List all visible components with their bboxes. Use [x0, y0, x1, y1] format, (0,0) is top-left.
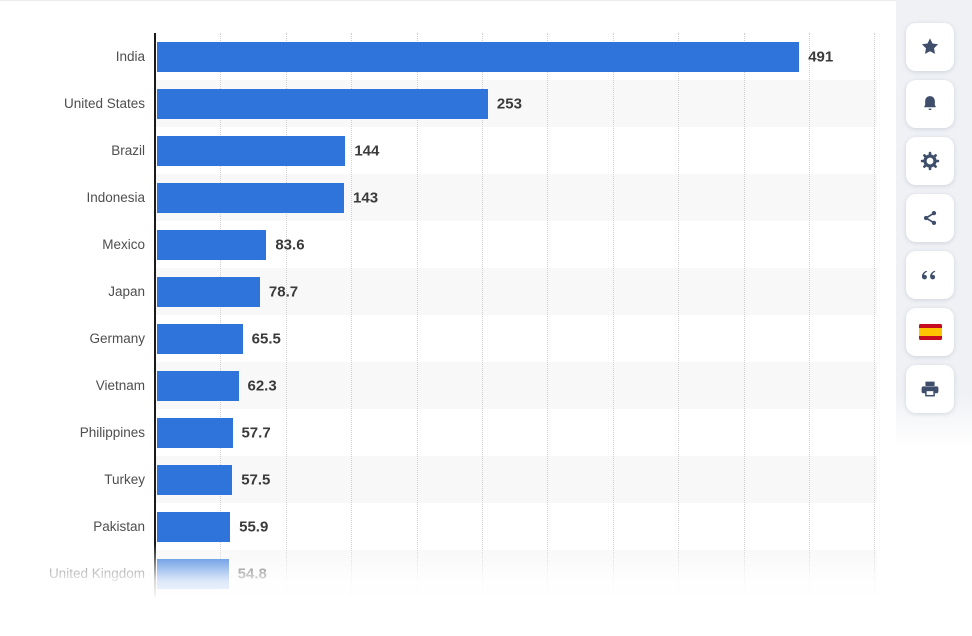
- bar[interactable]: [157, 135, 346, 166]
- chart-row: United Kingdom 54.8: [0, 550, 877, 597]
- chart-row: Pakistan 55.9: [0, 503, 877, 550]
- value-label: 54.8: [237, 565, 267, 582]
- print-button[interactable]: [906, 365, 954, 413]
- chart-row: Japan 78.7: [0, 268, 877, 315]
- star-icon: [920, 37, 940, 57]
- row-plot-area: 491: [155, 33, 877, 80]
- category-label: Mexico: [102, 237, 145, 252]
- row-plot-area: 78.7: [155, 268, 877, 315]
- chart-row: India 491: [0, 33, 877, 80]
- category-label: Japan: [108, 284, 145, 299]
- bar-chart: India 491 United States 253 Brazil 144 Indones…: [0, 33, 877, 602]
- category-label: Indonesia: [86, 190, 145, 205]
- y-axis-line: [154, 33, 156, 597]
- bell-icon: [920, 94, 940, 114]
- bar[interactable]: [157, 370, 239, 401]
- chart-row: Vietnam 62.3: [0, 362, 877, 409]
- value-label: 65.5: [251, 330, 281, 347]
- chart-row: Turkey 57.5: [0, 456, 877, 503]
- row-plot-area: 143: [155, 174, 877, 221]
- row-plot-area: 62.3: [155, 362, 877, 409]
- row-plot-area: 57.5: [155, 456, 877, 503]
- value-label: 83.6: [275, 236, 305, 253]
- top-border: [0, 0, 972, 1]
- chart-row: Mexico 83.6: [0, 221, 877, 268]
- chart-row: Brazil 144: [0, 127, 877, 174]
- bar[interactable]: [157, 229, 267, 260]
- value-label: 55.9: [239, 518, 269, 535]
- row-plot-area: 57.7: [155, 409, 877, 456]
- quote-icon: [920, 265, 940, 285]
- category-label: Vietnam: [95, 378, 145, 393]
- category-label: Philippines: [79, 425, 145, 440]
- row-plot-area: 54.8: [155, 550, 877, 597]
- bar[interactable]: [157, 323, 243, 354]
- value-label: 491: [808, 48, 834, 65]
- citation-button[interactable]: [906, 251, 954, 299]
- row-plot-area: 253: [155, 80, 877, 127]
- chart-row: Germany 65.5: [0, 315, 877, 362]
- category-label: India: [115, 49, 145, 64]
- language-spanish-button[interactable]: [906, 308, 954, 356]
- category-label: United Kingdom: [48, 566, 145, 581]
- chart-row: Indonesia 143: [0, 174, 877, 221]
- gear-icon: [920, 151, 940, 171]
- bar[interactable]: [157, 41, 800, 72]
- share-button[interactable]: [906, 194, 954, 242]
- favorite-button[interactable]: [906, 23, 954, 71]
- row-plot-area: 83.6: [155, 221, 877, 268]
- chart-row: United States 253: [0, 80, 877, 127]
- bar[interactable]: [157, 558, 229, 589]
- bar[interactable]: [157, 511, 231, 542]
- category-label: Turkey: [104, 472, 145, 487]
- printer-icon: [920, 379, 940, 399]
- row-plot-area: 144: [155, 127, 877, 174]
- value-label: 57.5: [241, 471, 271, 488]
- row-plot-area: 55.9: [155, 503, 877, 550]
- value-label: 57.7: [241, 424, 271, 441]
- category-label: Brazil: [111, 143, 145, 158]
- bar[interactable]: [157, 464, 233, 495]
- category-label: Germany: [89, 331, 145, 346]
- spain-flag-icon: [918, 324, 942, 340]
- value-label: 144: [354, 142, 380, 159]
- chart-rows: India 491 United States 253 Brazil 144 Indones…: [0, 33, 877, 597]
- bar[interactable]: [157, 182, 344, 213]
- bar[interactable]: [157, 276, 260, 307]
- bar[interactable]: [157, 417, 233, 448]
- category-label: Pakistan: [93, 519, 145, 534]
- share-icon: [921, 209, 939, 227]
- settings-button[interactable]: [906, 137, 954, 185]
- value-label: 143: [353, 189, 379, 206]
- category-label: United States: [63, 96, 145, 111]
- value-label: 78.7: [268, 283, 299, 300]
- chart-row: Philippines 57.7: [0, 409, 877, 456]
- toolbar-sidebar: [896, 0, 972, 448]
- row-plot-area: 65.5: [155, 315, 877, 362]
- notifications-button[interactable]: [906, 80, 954, 128]
- value-label: 62.3: [247, 377, 277, 394]
- value-label: 253: [496, 95, 522, 112]
- bar[interactable]: [157, 88, 488, 119]
